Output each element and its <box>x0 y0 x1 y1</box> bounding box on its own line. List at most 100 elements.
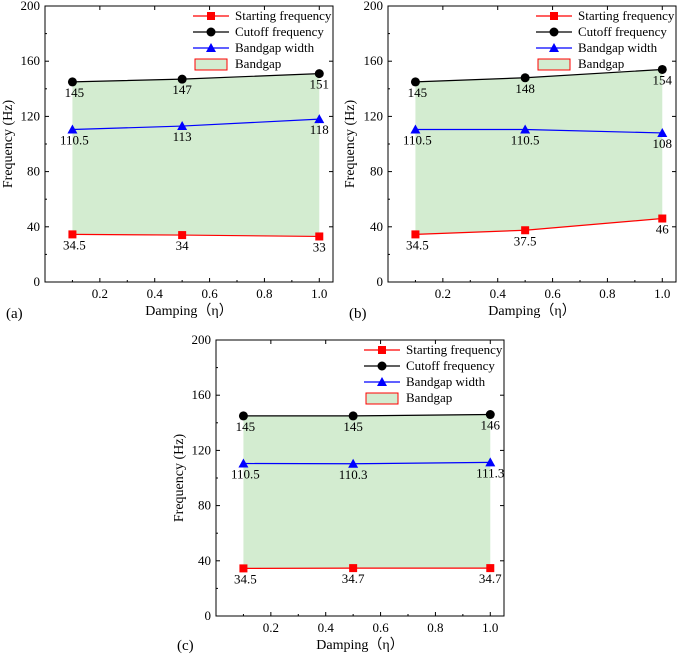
panel-label: (c) <box>177 638 194 654</box>
point-cutoff <box>657 64 667 74</box>
legend-swatch-bandgap <box>537 58 571 71</box>
x-tick-label: 0.6 <box>544 286 561 301</box>
y-tick-label: 80 <box>27 164 40 179</box>
data-label-cutoff: 145 <box>343 419 363 434</box>
x-tick-label: 0.2 <box>435 286 451 301</box>
x-tick-label: 0.4 <box>490 286 507 301</box>
legend-marker-starting <box>207 12 215 20</box>
data-label-cutoff: 154 <box>653 72 673 87</box>
data-label-cutoff: 145 <box>65 85 85 100</box>
y-tick-label: 0 <box>377 274 384 289</box>
data-label-width: 110.5 <box>231 467 260 482</box>
data-label-cutoff: 147 <box>172 82 192 97</box>
point-starting <box>411 230 420 239</box>
x-tick-label: 0.8 <box>599 286 615 301</box>
point-starting <box>315 232 324 241</box>
point-starting <box>521 226 530 235</box>
point-cutoff <box>314 69 324 79</box>
point-width <box>410 124 421 134</box>
legend-label-width: Bandgap width <box>235 40 315 55</box>
legend-marker-width <box>377 377 387 386</box>
y-axis-title: Frequency (Hz) <box>1 100 16 189</box>
y-tick-label: 120 <box>192 442 212 457</box>
legend-marker-starting <box>378 346 386 354</box>
point-starting <box>658 214 667 223</box>
point-width <box>485 457 496 467</box>
data-label-starting: 37.5 <box>514 233 537 248</box>
legend-swatch-bandgap <box>194 58 228 71</box>
data-label-starting: 34.5 <box>63 237 86 252</box>
point-width <box>177 121 188 131</box>
data-label-starting: 46 <box>656 222 670 237</box>
point-cutoff <box>348 411 358 421</box>
legend-marker-width <box>549 43 559 52</box>
y-axis-title: Frequency (Hz) <box>172 434 187 523</box>
bandgap-area <box>243 414 491 569</box>
y-tick-label: 0 <box>34 274 41 289</box>
data-label-starting: 34.5 <box>406 237 429 252</box>
point-starting <box>178 231 187 240</box>
data-label-cutoff: 145 <box>236 419 256 434</box>
x-axis-title: Damping（η） <box>488 303 575 319</box>
y-tick-label: 0 <box>205 608 212 623</box>
bandgap-area <box>72 73 320 237</box>
y-tick-label: 80 <box>198 498 211 513</box>
data-label-width: 110.5 <box>403 133 432 148</box>
bandgap-area <box>415 69 663 235</box>
y-tick-label: 200 <box>364 0 384 13</box>
y-tick-label: 160 <box>21 53 41 68</box>
point-cutoff <box>520 73 530 83</box>
legend-label-bandgap: Bandgap <box>235 56 281 71</box>
legend-marker-cutoff <box>206 27 216 37</box>
legend-swatch-bandgap <box>365 392 399 405</box>
data-label-width: 110.3 <box>339 467 368 482</box>
x-tick-label: 0.8 <box>256 286 272 301</box>
x-tick-label: 0.4 <box>318 620 335 635</box>
data-label-cutoff: 148 <box>515 81 535 96</box>
data-label-cutoff: 145 <box>408 85 428 100</box>
y-axis-title: Frequency (Hz) <box>343 100 358 189</box>
legend-label-starting: Starting frequency <box>406 342 503 357</box>
data-label-starting: 34.7 <box>342 571 365 586</box>
data-label-width: 110.5 <box>60 133 89 148</box>
legend-marker-cutoff <box>377 361 387 371</box>
y-tick-label: 120 <box>364 108 384 123</box>
legend-label-width: Bandgap width <box>578 40 658 55</box>
point-starting <box>349 564 358 573</box>
x-tick-label: 0.8 <box>427 620 443 635</box>
data-label-width: 118 <box>310 122 329 137</box>
x-tick-label: 1.0 <box>311 286 327 301</box>
x-tick-label: 1.0 <box>482 620 498 635</box>
y-tick-label: 40 <box>370 219 383 234</box>
legend-label-cutoff: Cutoff frequency <box>578 24 667 39</box>
chart-b: 0 40 80 120 160 200 0.2 0.4 0.6 0.8 1.0 Damping（η） F… <box>343 0 677 322</box>
data-label-starting: 34.5 <box>234 571 257 586</box>
x-tick-label: 0.2 <box>92 286 108 301</box>
y-tick-label: 200 <box>21 0 41 13</box>
y-tick-label: 160 <box>364 53 384 68</box>
data-label-width: 111.3 <box>476 465 504 480</box>
point-width <box>238 458 249 468</box>
point-width <box>520 124 531 134</box>
chart-a: 0 40 80 120 160 200 0.2 0.4 0.6 0.8 1.0 Damping（η） F… <box>1 0 334 322</box>
point-starting <box>68 230 77 239</box>
data-label-starting: 33 <box>313 239 326 254</box>
point-width <box>67 124 78 134</box>
data-label-width: 108 <box>653 136 673 151</box>
x-axis-title: Damping（η） <box>145 303 232 319</box>
point-width <box>348 458 359 468</box>
data-label-starting: 34 <box>176 238 190 253</box>
point-cutoff <box>67 77 77 87</box>
legend-label-bandgap: Bandgap <box>406 390 452 405</box>
data-label-starting: 34.7 <box>479 571 502 586</box>
point-width <box>314 114 325 124</box>
x-tick-label: 0.6 <box>372 620 389 635</box>
y-tick-label: 160 <box>192 387 212 402</box>
point-cutoff <box>410 77 420 87</box>
x-tick-label: 0.4 <box>147 286 164 301</box>
point-cutoff <box>238 411 248 421</box>
y-tick-label: 200 <box>192 332 212 347</box>
data-label-cutoff: 151 <box>310 77 330 92</box>
legend-label-cutoff: Cutoff frequency <box>235 24 324 39</box>
